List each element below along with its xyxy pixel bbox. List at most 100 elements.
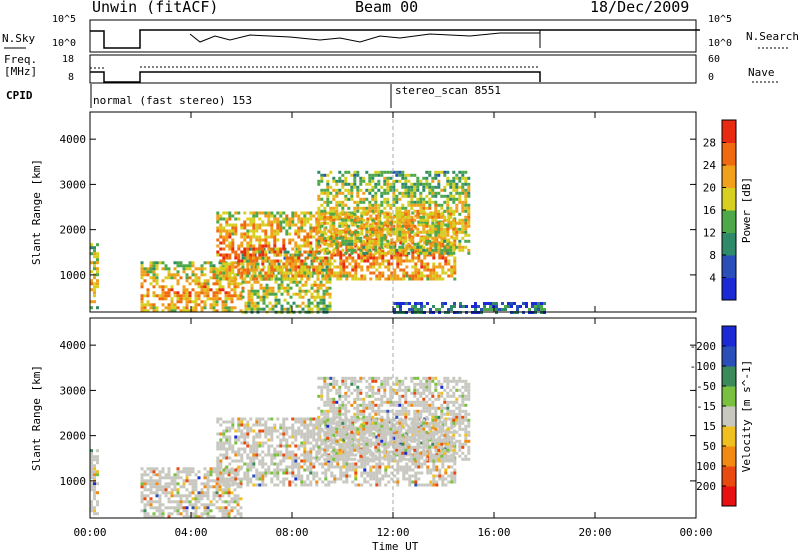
data-cell bbox=[375, 256, 379, 260]
data-cell bbox=[225, 447, 229, 451]
data-cell bbox=[301, 283, 305, 287]
data-cell bbox=[185, 276, 189, 280]
data-cell bbox=[371, 376, 375, 380]
data-cell bbox=[408, 480, 412, 484]
data-cell bbox=[315, 450, 319, 454]
data-cell bbox=[393, 426, 397, 430]
data-cell bbox=[342, 471, 346, 475]
data-cell bbox=[428, 212, 432, 216]
data-cell bbox=[422, 251, 426, 255]
data-cell bbox=[396, 468, 400, 472]
data-cell bbox=[273, 453, 277, 457]
data-cell bbox=[365, 445, 369, 449]
data-cell bbox=[411, 211, 415, 215]
data-cell bbox=[323, 412, 327, 416]
data-cell bbox=[240, 244, 244, 248]
data-cell bbox=[333, 274, 337, 278]
data-cell bbox=[300, 432, 304, 436]
data-cell bbox=[371, 227, 375, 231]
data-cell bbox=[441, 253, 445, 257]
data-cell bbox=[449, 242, 453, 246]
data-cell bbox=[243, 271, 247, 275]
data-cell bbox=[191, 261, 195, 265]
data-cell bbox=[335, 239, 339, 243]
data-cell bbox=[294, 271, 298, 275]
data-cell bbox=[291, 223, 295, 227]
data-cell bbox=[323, 242, 327, 246]
data-cell bbox=[419, 251, 423, 255]
data-cell bbox=[243, 426, 247, 430]
data-cell bbox=[423, 253, 427, 257]
data-cell bbox=[393, 268, 397, 272]
data-cell bbox=[440, 206, 444, 210]
data-cell bbox=[288, 450, 292, 454]
data-cell bbox=[411, 468, 415, 472]
data-cell bbox=[140, 497, 144, 501]
data-cell bbox=[377, 397, 381, 401]
data-cell bbox=[474, 302, 477, 305]
data-cell bbox=[297, 247, 301, 251]
data-cell bbox=[417, 220, 421, 224]
data-cell bbox=[326, 454, 330, 458]
data-cell bbox=[270, 459, 274, 463]
data-cell bbox=[354, 220, 358, 224]
data-cell bbox=[143, 309, 147, 313]
data-cell bbox=[504, 305, 507, 308]
data-cell bbox=[431, 236, 435, 240]
data-cell bbox=[371, 185, 375, 189]
data-cell bbox=[259, 283, 263, 287]
data-cell bbox=[212, 300, 216, 304]
data-cell bbox=[222, 268, 226, 272]
data-cell bbox=[434, 248, 438, 252]
data-cell bbox=[294, 456, 298, 460]
data-cell bbox=[483, 302, 486, 305]
data-cell bbox=[467, 203, 471, 207]
data-cell bbox=[335, 227, 339, 231]
data-cell bbox=[249, 447, 253, 451]
data-cell bbox=[393, 474, 397, 478]
data-cell bbox=[309, 420, 313, 424]
data-cell bbox=[449, 224, 453, 228]
data-cell bbox=[185, 467, 189, 471]
data-cell bbox=[216, 447, 220, 451]
data-cell bbox=[209, 467, 213, 471]
data-cell bbox=[413, 203, 417, 207]
data-cell bbox=[252, 253, 256, 257]
data-cell bbox=[464, 239, 468, 243]
data-cell bbox=[413, 209, 417, 213]
data-cell bbox=[325, 307, 329, 311]
data-cell bbox=[434, 173, 438, 177]
data-cell bbox=[247, 289, 251, 293]
data-cell bbox=[339, 471, 343, 475]
data-cell bbox=[249, 480, 253, 484]
data-cell bbox=[225, 229, 229, 233]
data-cell bbox=[329, 388, 333, 392]
data-cell bbox=[392, 194, 396, 198]
data-cell bbox=[330, 438, 334, 442]
data-cell bbox=[356, 188, 360, 192]
data-cell bbox=[434, 224, 438, 228]
data-cell bbox=[455, 191, 459, 195]
data-cell bbox=[399, 441, 403, 445]
data-cell bbox=[333, 253, 337, 257]
data-cell bbox=[320, 442, 324, 446]
data-cell bbox=[384, 423, 388, 427]
data-cell bbox=[384, 265, 388, 269]
data-cell bbox=[309, 417, 313, 421]
data-cell bbox=[203, 282, 207, 286]
data-cell bbox=[312, 423, 316, 427]
data-cell bbox=[401, 230, 405, 234]
data-cell bbox=[356, 203, 360, 207]
data-cell bbox=[428, 188, 432, 192]
data-cell bbox=[212, 485, 216, 489]
data-cell bbox=[401, 242, 405, 246]
data-cell bbox=[377, 242, 381, 246]
data-cell bbox=[236, 473, 240, 477]
data-cell bbox=[431, 212, 435, 216]
data-cell bbox=[338, 433, 342, 437]
data-cell bbox=[323, 209, 327, 213]
data-cell bbox=[413, 173, 417, 177]
data-cell bbox=[297, 456, 301, 460]
data-cell bbox=[158, 503, 162, 507]
